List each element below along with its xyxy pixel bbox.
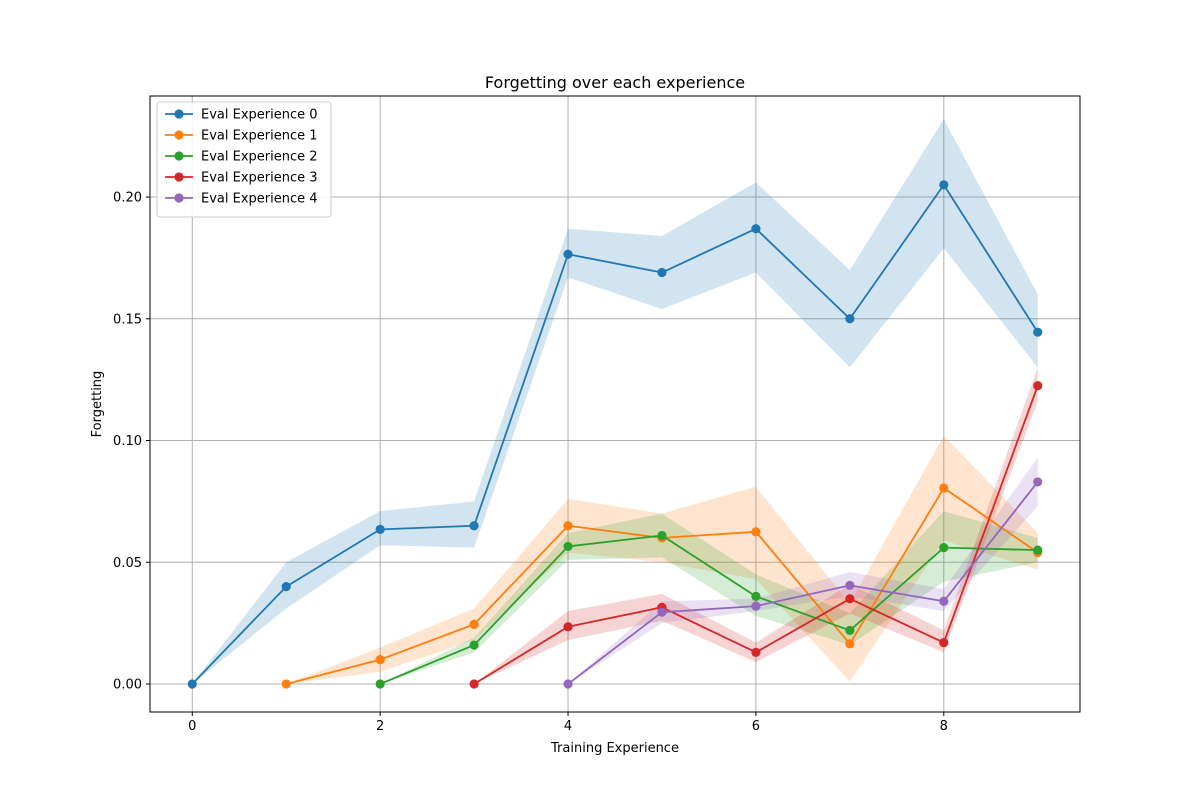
legend-entry: Eval Experience 3 (165, 171, 318, 186)
series-2-point (657, 530, 667, 541)
y-tick-label: 0.00 (113, 678, 142, 693)
series-4-line (567, 481, 1039, 685)
legend-label: Eval Experience 3 (201, 171, 318, 186)
series-4-point (751, 601, 761, 611)
x-tick-label: 0 (188, 719, 196, 734)
series-0-point (1033, 327, 1043, 337)
x-tick-label: 6 (752, 719, 760, 734)
x-axis-label: Training Experience (550, 741, 679, 756)
series-3-point (469, 679, 479, 689)
series-0-point (845, 314, 855, 324)
plot-frame (149, 95, 1081, 713)
series-lines (187, 180, 1043, 689)
series-0-band (192, 119, 1038, 684)
grid (150, 96, 1080, 712)
legend-entry: Eval Experience 4 (165, 192, 318, 207)
series-2-point (939, 543, 949, 553)
series-1-point (751, 527, 761, 537)
series-2-point (751, 591, 761, 601)
series-3-point (845, 594, 855, 604)
legend-box (156, 101, 332, 218)
series-1-point (845, 639, 855, 649)
legend-label: Eval Experience 4 (201, 192, 318, 207)
axis-ticks: 0 2 4 6 8 0.00 0.05 0.10 0.15 0.20 (113, 191, 948, 734)
series-0-line (191, 183, 1039, 685)
series-2-point (469, 640, 479, 650)
series-0-point (281, 582, 291, 592)
y-axis-label: Forgetting (90, 371, 105, 438)
series-3-point (563, 622, 573, 632)
series-2-band (380, 511, 1038, 684)
chart-title: Forgetting over each experience (485, 73, 745, 92)
series-3-point (939, 638, 949, 648)
series-0-point (469, 521, 479, 531)
series-3-point (751, 647, 761, 657)
series-0-point (563, 249, 573, 259)
series-2-point (845, 625, 855, 636)
series-2-line (379, 534, 1038, 685)
series-0-point (657, 267, 667, 278)
series-3-point (1033, 381, 1043, 391)
legend-label: Eval Experience 0 (201, 108, 318, 123)
x-tick-label: 8 (940, 719, 948, 734)
legend-swatch-marker (174, 151, 184, 161)
legend-label: Eval Experience 2 (201, 150, 318, 165)
series-4-point (563, 679, 573, 689)
x-tick-label: 2 (376, 719, 384, 734)
series-0-point (939, 180, 949, 190)
series-2-point (1033, 545, 1043, 555)
series-4-point (657, 607, 667, 617)
legend-entry: Eval Experience 2 (165, 150, 318, 165)
series-4-point (845, 580, 855, 590)
series-1-point (939, 483, 949, 493)
legend-entry: Eval Experience 1 (165, 129, 318, 144)
y-tick-label: 0.15 (113, 312, 142, 327)
series-4-point (939, 596, 949, 606)
series-1-point (281, 679, 291, 689)
series-0-point (375, 524, 385, 534)
series-2-point (375, 679, 385, 689)
legend-label: Eval Experience 1 (201, 129, 318, 144)
y-tick-label: 0.20 (113, 191, 142, 206)
series-1-point (563, 521, 573, 531)
legend-swatch-marker (174, 193, 184, 203)
legend-swatch-marker (174, 109, 184, 119)
series-4-point (1033, 477, 1043, 487)
series-0-point (751, 224, 761, 234)
y-tick-label: 0.05 (113, 556, 142, 571)
series-2-point (563, 541, 573, 552)
series-1-point (469, 619, 479, 629)
series-3-band (474, 367, 1038, 684)
y-tick-label: 0.10 (113, 434, 142, 449)
legend: Eval Experience 0 Eval Experience 1 Eval E… (156, 101, 332, 218)
x-tick-label: 4 (564, 719, 572, 734)
legend-swatch-marker (174, 130, 184, 140)
legend-swatch-marker (174, 172, 184, 182)
series-0-point (187, 679, 197, 689)
legend-entry: Eval Experience 0 (165, 108, 318, 123)
series-1-point (375, 655, 385, 665)
